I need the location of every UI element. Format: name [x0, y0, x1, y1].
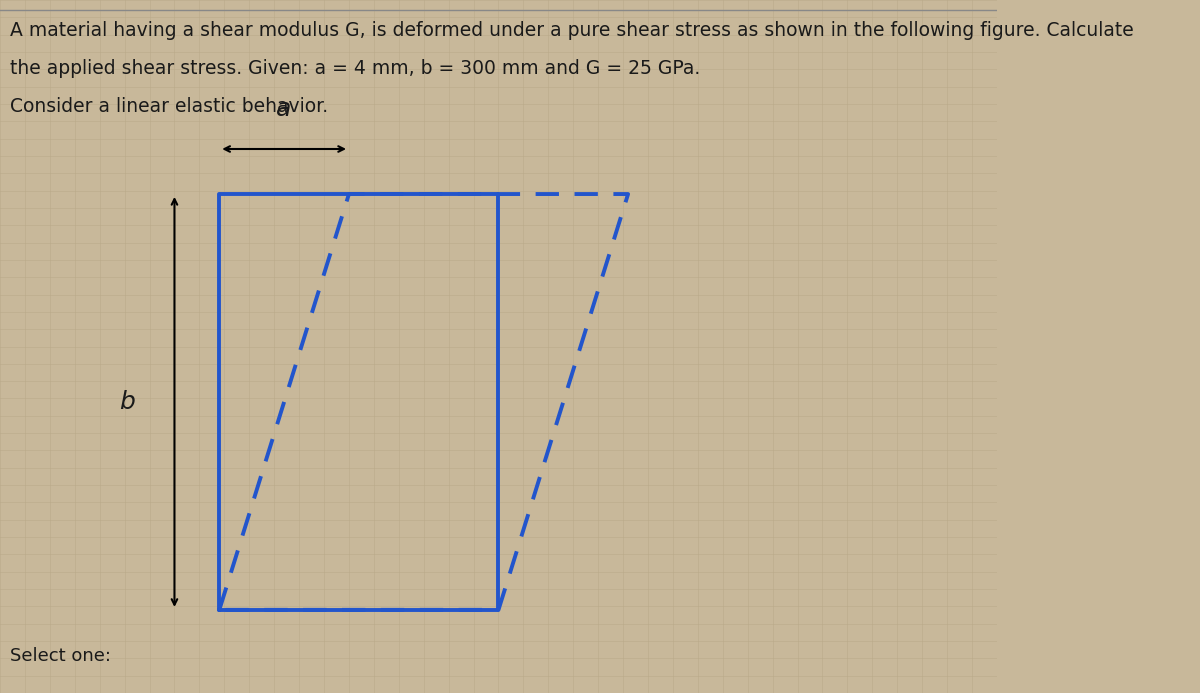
Text: a: a [276, 97, 292, 121]
Text: the applied shear stress. Given: a = 4 mm, b = 300 mm and G = 25 GPa.: the applied shear stress. Given: a = 4 m… [10, 59, 701, 78]
Text: b: b [119, 390, 134, 414]
Text: Select one:: Select one: [10, 647, 110, 665]
Text: Consider a linear elastic behavior.: Consider a linear elastic behavior. [10, 97, 328, 116]
Text: A material having a shear modulus G, is deformed under a pure shear stress as sh: A material having a shear modulus G, is … [10, 21, 1134, 40]
